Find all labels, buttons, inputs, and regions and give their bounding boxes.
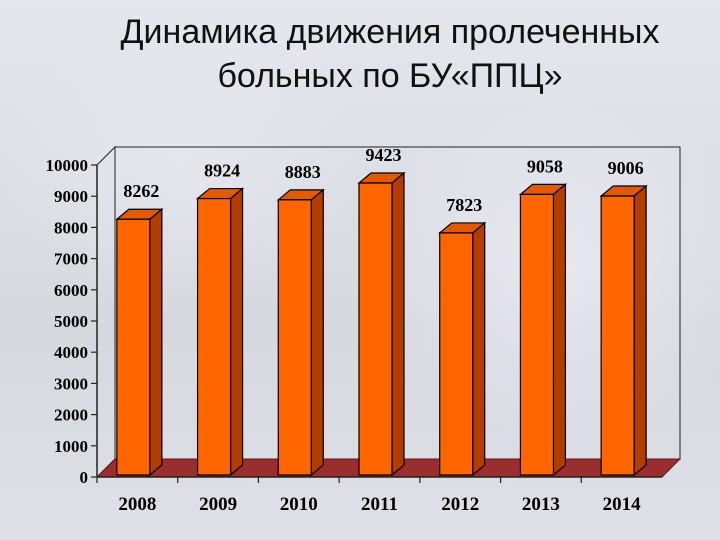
- data-label: 9058: [527, 156, 563, 176]
- x-tick-label: 2014: [603, 494, 642, 515]
- bar-front: [439, 232, 474, 476]
- bar: [115, 207, 164, 477]
- bar-front: [116, 218, 151, 476]
- y-axis: 0 1000 2000 3000 4000 5000 6000 7000 8000 9000 100…: [46, 156, 98, 487]
- y-tick-label: 4000: [54, 343, 88, 362]
- y-tick-label: 0: [80, 468, 89, 487]
- bar: [357, 171, 406, 477]
- x-tick-label: 2009: [199, 494, 237, 515]
- y-tick-label: 8000: [54, 218, 88, 237]
- bar: [276, 188, 325, 477]
- data-label: 8924: [204, 161, 240, 181]
- bar-side: [310, 188, 324, 477]
- bar-side: [472, 221, 486, 477]
- data-label: 8262: [123, 181, 159, 201]
- bar-front: [358, 182, 393, 476]
- bar-side: [149, 207, 163, 477]
- x-axis: 2008 2009 2010 2011 2012 2013 2014: [96, 476, 662, 515]
- bar-front: [600, 195, 635, 476]
- bar-side: [552, 183, 567, 477]
- y-tick-label: 2000: [54, 406, 88, 425]
- side-wall: [96, 145, 116, 479]
- y-tick-label: 5000: [54, 312, 88, 331]
- chart-title: Динамика движения пролеченных больных по…: [120, 13, 660, 95]
- bar-side: [391, 171, 405, 477]
- x-tick-label: 2008: [118, 494, 156, 515]
- data-label: 9423: [366, 145, 402, 165]
- data-label: 9006: [608, 158, 644, 178]
- bar-side: [633, 184, 647, 477]
- data-label: 7823: [446, 195, 482, 215]
- data-labels: 8262 8924 8883 9423 7823 9058 9006: [123, 145, 643, 215]
- y-tick-label: 3000: [54, 374, 88, 393]
- data-label: 8883: [285, 162, 321, 182]
- y-tick-label: 1000: [54, 437, 88, 456]
- bar: [195, 187, 245, 477]
- x-tick-label: 2011: [361, 494, 398, 515]
- bar-front: [277, 199, 312, 476]
- y-tick-label: 7000: [54, 250, 88, 269]
- bar: [599, 184, 648, 477]
- x-tick-label: 2013: [522, 494, 560, 515]
- bar-side: [229, 187, 244, 477]
- bar-front: [519, 193, 555, 476]
- bar: [518, 183, 568, 477]
- y-tick-label: 6000: [54, 281, 88, 300]
- x-tick-label: 2012: [441, 494, 479, 515]
- bar: [438, 221, 487, 477]
- bar-front: [196, 197, 232, 476]
- y-tick-label: 10000: [46, 156, 89, 175]
- x-tick-label: 2010: [280, 494, 318, 515]
- bars: [115, 171, 648, 477]
- y-tick-label: 9000: [54, 187, 88, 206]
